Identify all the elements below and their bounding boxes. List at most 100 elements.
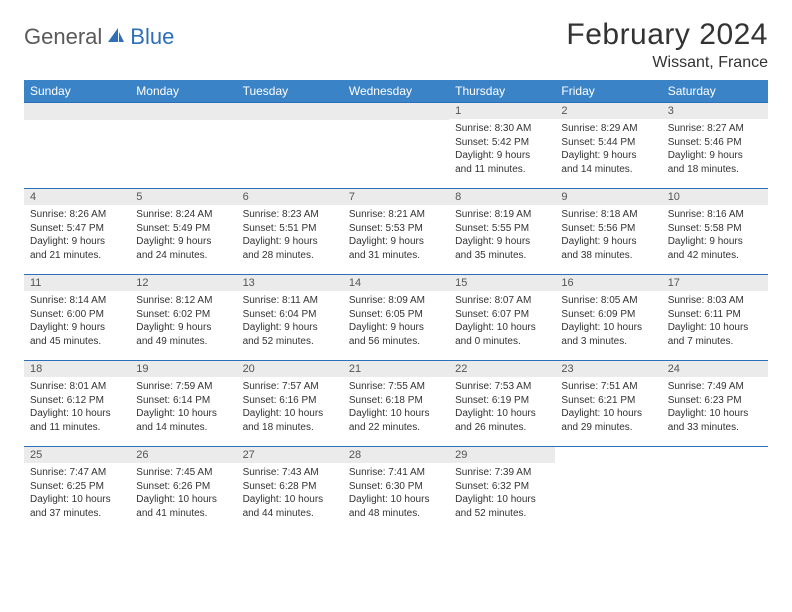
day-detail-line: Sunset: 6:18 PM: [349, 394, 443, 408]
day-details: Sunrise: 8:29 AMSunset: 5:44 PMDaylight:…: [555, 119, 661, 180]
day-details: Sunrise: 7:59 AMSunset: 6:14 PMDaylight:…: [130, 377, 236, 438]
month-title: February 2024: [566, 18, 768, 52]
day-detail-line: Sunset: 6:16 PM: [243, 394, 337, 408]
day-detail-line: and 41 minutes.: [136, 507, 230, 521]
day-number: 29: [449, 447, 555, 463]
day-detail-line: and 38 minutes.: [561, 249, 655, 263]
calendar-day-cell: 11Sunrise: 8:14 AMSunset: 6:00 PMDayligh…: [24, 275, 130, 361]
day-detail-line: Sunrise: 7:41 AM: [349, 466, 443, 480]
day-detail-line: Daylight: 9 hours: [30, 235, 124, 249]
day-details: Sunrise: 8:05 AMSunset: 6:09 PMDaylight:…: [555, 291, 661, 352]
day-number: 3: [662, 103, 768, 119]
day-details: Sunrise: 7:45 AMSunset: 6:26 PMDaylight:…: [130, 463, 236, 524]
day-detail-line: Daylight: 10 hours: [136, 493, 230, 507]
day-detail-line: Sunrise: 7:51 AM: [561, 380, 655, 394]
day-detail-line: Sunrise: 8:12 AM: [136, 294, 230, 308]
day-detail-line: and 28 minutes.: [243, 249, 337, 263]
day-number: 28: [343, 447, 449, 463]
calendar-day-cell: 22Sunrise: 7:53 AMSunset: 6:19 PMDayligh…: [449, 361, 555, 447]
day-detail-line: Sunrise: 8:01 AM: [30, 380, 124, 394]
day-detail-line: Sunset: 5:44 PM: [561, 136, 655, 150]
day-detail-line: and 42 minutes.: [668, 249, 762, 263]
day-detail-line: Sunset: 6:00 PM: [30, 308, 124, 322]
day-detail-line: Sunset: 6:07 PM: [455, 308, 549, 322]
day-detail-line: and 21 minutes.: [30, 249, 124, 263]
day-detail-line: and 29 minutes.: [561, 421, 655, 435]
day-details: Sunrise: 7:49 AMSunset: 6:23 PMDaylight:…: [662, 377, 768, 438]
day-detail-line: Sunrise: 7:53 AM: [455, 380, 549, 394]
day-details: Sunrise: 8:11 AMSunset: 6:04 PMDaylight:…: [237, 291, 343, 352]
calendar-page: General Blue February 2024 Wissant, Fran…: [0, 0, 792, 533]
day-details: Sunrise: 8:16 AMSunset: 5:58 PMDaylight:…: [662, 205, 768, 266]
weekday-header-row: Sunday Monday Tuesday Wednesday Thursday…: [24, 80, 768, 103]
empty-day-bar: [343, 103, 449, 120]
day-detail-line: Sunrise: 7:39 AM: [455, 466, 549, 480]
day-detail-line: Sunset: 5:53 PM: [349, 222, 443, 236]
day-detail-line: Sunset: 6:02 PM: [136, 308, 230, 322]
day-detail-line: and 49 minutes.: [136, 335, 230, 349]
calendar-week-row: 1Sunrise: 8:30 AMSunset: 5:42 PMDaylight…: [24, 103, 768, 189]
day-details: Sunrise: 7:55 AMSunset: 6:18 PMDaylight:…: [343, 377, 449, 438]
weekday-header: Saturday: [662, 80, 768, 103]
weekday-header: Wednesday: [343, 80, 449, 103]
title-block: February 2024 Wissant, France: [566, 18, 768, 72]
day-details: Sunrise: 8:26 AMSunset: 5:47 PMDaylight:…: [24, 205, 130, 266]
calendar-day-cell: 27Sunrise: 7:43 AMSunset: 6:28 PMDayligh…: [237, 447, 343, 533]
day-detail-line: Daylight: 9 hours: [668, 235, 762, 249]
day-number: 19: [130, 361, 236, 377]
day-details: Sunrise: 7:53 AMSunset: 6:19 PMDaylight:…: [449, 377, 555, 438]
day-number: 24: [662, 361, 768, 377]
day-detail-line: Sunrise: 8:26 AM: [30, 208, 124, 222]
calendar-day-cell: [237, 103, 343, 189]
day-detail-line: Sunset: 5:56 PM: [561, 222, 655, 236]
calendar-day-cell: 4Sunrise: 8:26 AMSunset: 5:47 PMDaylight…: [24, 189, 130, 275]
day-detail-line: Sunrise: 8:03 AM: [668, 294, 762, 308]
day-detail-line: and 45 minutes.: [30, 335, 124, 349]
calendar-day-cell: 24Sunrise: 7:49 AMSunset: 6:23 PMDayligh…: [662, 361, 768, 447]
day-detail-line: and 3 minutes.: [561, 335, 655, 349]
day-detail-line: Sunset: 6:32 PM: [455, 480, 549, 494]
day-number: 26: [130, 447, 236, 463]
day-detail-line: and 0 minutes.: [455, 335, 549, 349]
calendar-day-cell: 6Sunrise: 8:23 AMSunset: 5:51 PMDaylight…: [237, 189, 343, 275]
day-details: Sunrise: 8:24 AMSunset: 5:49 PMDaylight:…: [130, 205, 236, 266]
day-number: 10: [662, 189, 768, 205]
day-detail-line: Daylight: 10 hours: [455, 493, 549, 507]
day-detail-line: and 52 minutes.: [243, 335, 337, 349]
calendar-day-cell: 13Sunrise: 8:11 AMSunset: 6:04 PMDayligh…: [237, 275, 343, 361]
day-detail-line: Sunrise: 7:59 AM: [136, 380, 230, 394]
day-number: 17: [662, 275, 768, 291]
calendar-day-cell: 3Sunrise: 8:27 AMSunset: 5:46 PMDaylight…: [662, 103, 768, 189]
day-detail-line: Daylight: 10 hours: [243, 407, 337, 421]
day-details: Sunrise: 7:47 AMSunset: 6:25 PMDaylight:…: [24, 463, 130, 524]
day-number: 8: [449, 189, 555, 205]
calendar-day-cell: 5Sunrise: 8:24 AMSunset: 5:49 PMDaylight…: [130, 189, 236, 275]
weekday-header: Thursday: [449, 80, 555, 103]
day-detail-line: Sunrise: 8:05 AM: [561, 294, 655, 308]
day-detail-line: Sunrise: 8:16 AM: [668, 208, 762, 222]
calendar-day-cell: 7Sunrise: 8:21 AMSunset: 5:53 PMDaylight…: [343, 189, 449, 275]
day-detail-line: Daylight: 10 hours: [561, 321, 655, 335]
day-number: 16: [555, 275, 661, 291]
day-number: 27: [237, 447, 343, 463]
day-number: 12: [130, 275, 236, 291]
day-detail-line: Daylight: 10 hours: [243, 493, 337, 507]
day-detail-line: and 35 minutes.: [455, 249, 549, 263]
calendar-table: Sunday Monday Tuesday Wednesday Thursday…: [24, 80, 768, 533]
calendar-day-cell: [555, 447, 661, 533]
day-detail-line: Sunset: 5:58 PM: [668, 222, 762, 236]
day-detail-line: and 52 minutes.: [455, 507, 549, 521]
day-detail-line: Sunrise: 8:18 AM: [561, 208, 655, 222]
calendar-week-row: 11Sunrise: 8:14 AMSunset: 6:00 PMDayligh…: [24, 275, 768, 361]
location-label: Wissant, France: [566, 54, 768, 72]
day-details: Sunrise: 8:27 AMSunset: 5:46 PMDaylight:…: [662, 119, 768, 180]
calendar-week-row: 4Sunrise: 8:26 AMSunset: 5:47 PMDaylight…: [24, 189, 768, 275]
day-number: 11: [24, 275, 130, 291]
day-detail-line: and 56 minutes.: [349, 335, 443, 349]
day-details: Sunrise: 8:09 AMSunset: 6:05 PMDaylight:…: [343, 291, 449, 352]
calendar-day-cell: [662, 447, 768, 533]
day-details: Sunrise: 8:19 AMSunset: 5:55 PMDaylight:…: [449, 205, 555, 266]
day-details: Sunrise: 8:03 AMSunset: 6:11 PMDaylight:…: [662, 291, 768, 352]
day-detail-line: and 31 minutes.: [349, 249, 443, 263]
weekday-header: Sunday: [24, 80, 130, 103]
